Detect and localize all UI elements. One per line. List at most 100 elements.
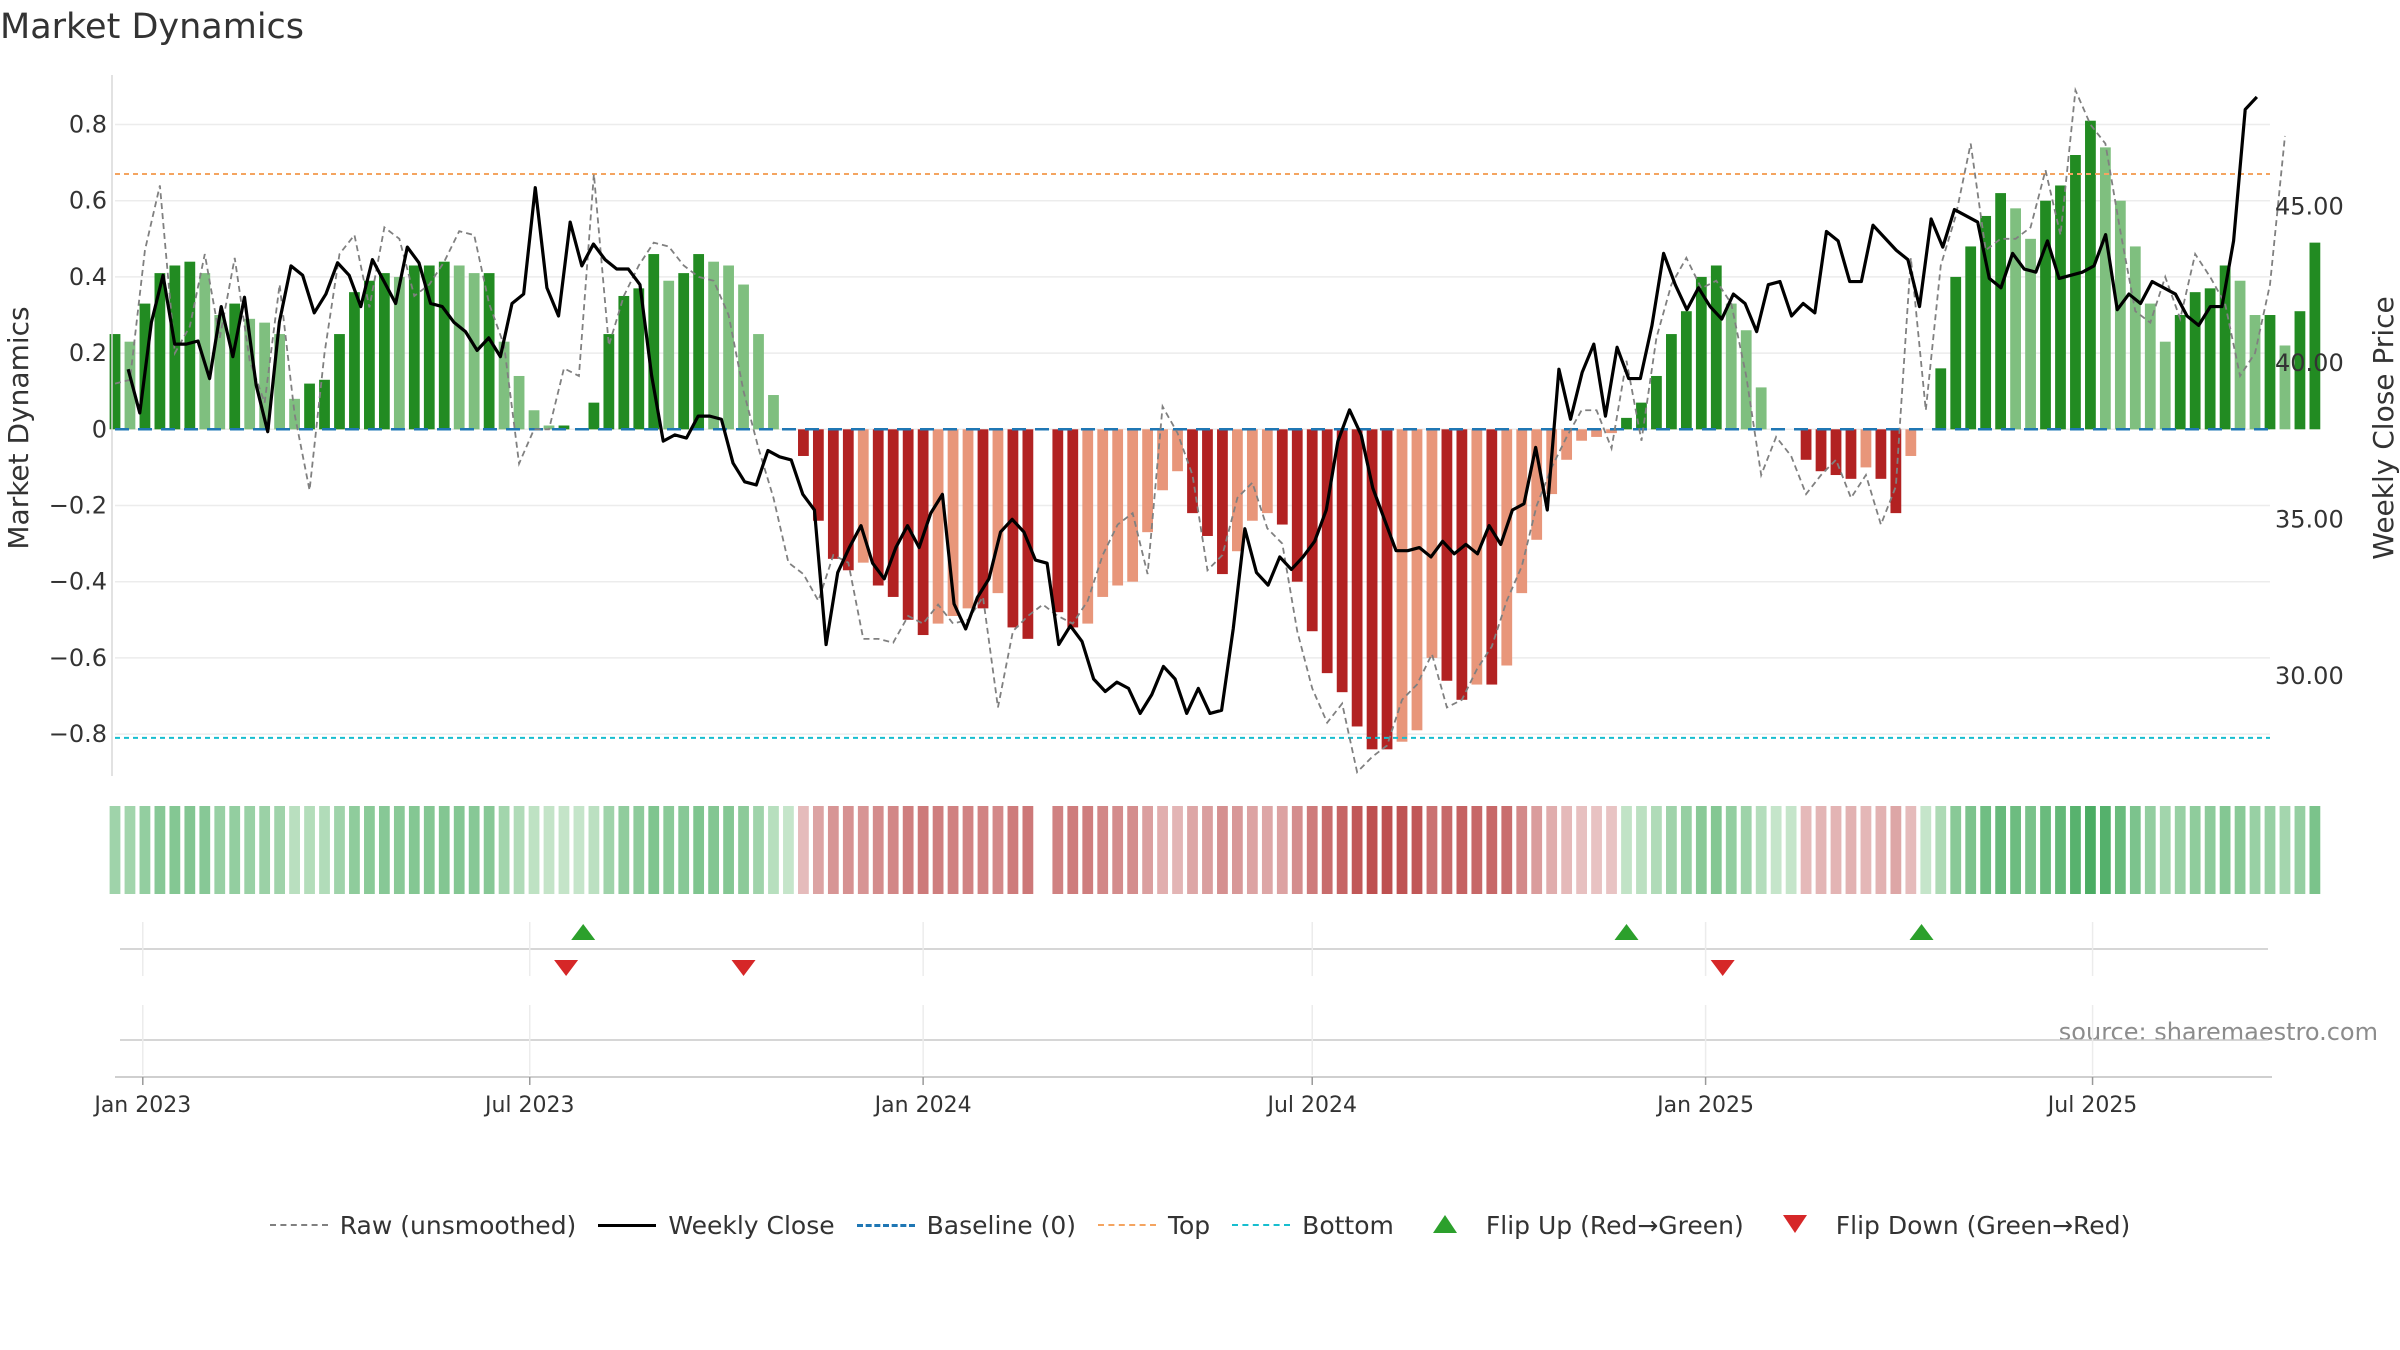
regime-cell [947,806,959,894]
regime-cell [1202,806,1213,894]
regime-cell [1306,806,1318,894]
dynamics-bar [289,398,300,430]
dynamics-bar [334,334,345,430]
regime-cell [1875,806,1887,894]
dynamics-bar [214,315,226,430]
regime-cell [1291,806,1303,894]
dynamics-bar [2114,200,2126,430]
dynamics-bar [2099,147,2111,430]
axes: −0.8 −0.6 −0.4 −0.2 0 0.2 0.4 0.6 0.8 30.00 35.00 4… [49,75,2344,776]
regime-strip [109,806,2321,894]
flip-up-marker [1909,924,1934,940]
regime-cell [289,806,300,894]
regime-cell [2249,806,2261,894]
x-tick-label: Jul 2024 [1265,1093,1357,1118]
dynamics-bar [319,379,330,430]
regime-cell [1052,806,1064,894]
dynamics-bar [992,429,1004,594]
regime-cell [2144,806,2156,894]
dynamics-bar [708,261,719,430]
dynamics-bar [124,341,136,430]
dynamics-bar [2249,315,2261,430]
dynamics-bar [513,375,525,430]
regime-cell [723,806,734,894]
regime-cell [1426,806,1438,894]
dynamics-bar [872,429,884,586]
regime-cell [1725,806,1737,894]
regime-cell [1606,806,1617,894]
regime-cell [1471,806,1483,894]
regime-cell [962,806,974,894]
y2-axis-label: Weekly Close Price [2367,296,2400,559]
regime-cell [543,806,555,894]
dynamics-bar [1471,429,1483,685]
regime-cell [259,806,271,894]
regime-cell [1830,806,1842,894]
dynamics-bar [2159,341,2171,430]
regime-cell [513,806,525,894]
regime-cell [1321,806,1333,894]
flip-markers-panel [120,922,2268,1075]
regime-cell [1097,806,1109,894]
chart-title: Market Dynamics [0,7,304,47]
regime-cell [1710,806,1722,894]
x-tick-label: Jul 2025 [2046,1093,2138,1118]
dynamics-bar [2294,311,2306,430]
regime-cell [1845,806,1857,894]
regime-cell [1217,806,1228,894]
dynamics-bar [977,429,989,609]
regime-cell [244,806,256,894]
regime-cell [738,806,749,894]
dynamics-bar [2070,155,2081,430]
dynamics-bar [1501,429,1513,666]
regime-cell [214,806,226,894]
regime-cell [438,806,450,894]
regime-cell [872,806,884,894]
legend-item-raw: Raw (unsmoothed) [269,1211,576,1240]
dynamics-bar [1965,246,1977,430]
legend-swatch [1232,1215,1291,1235]
dynamics-bar [947,429,959,616]
regime-cell [2114,806,2126,894]
legend-line [1232,1224,1291,1226]
x-tick-label: Jan 2025 [1655,1093,1754,1118]
regime-cell [199,806,211,894]
dynamics-bar [2219,265,2231,430]
dynamics-bar [2010,208,2021,430]
regime-cell [109,806,121,894]
regime-cell [483,806,495,894]
legend-swatch [1416,1215,1474,1235]
legend-item-flip-down: Flip Down (Green→Red) [1766,1210,2131,1240]
regime-cell [693,806,705,894]
regime-cell [1067,806,1079,894]
legend-label: Top [1167,1210,1211,1240]
dynamics-bar [2085,120,2096,430]
dynamics-bar [1875,429,1887,479]
dynamics-bar [528,410,540,430]
dynamics-bar [1561,429,1573,460]
regime-cell [1680,806,1692,894]
y2-tick-label: 35.00 [2275,505,2344,533]
regime-cell [1651,806,1662,894]
regime-cell [423,806,435,894]
dynamics-bar [842,429,854,571]
x-tick-label: Jan 2024 [873,1093,972,1118]
dynamics-bar [633,288,645,430]
legend-label: Flip Down (Green→Red) [1835,1210,2131,1240]
y2-tick-label: 30.00 [2275,662,2344,690]
dynamics-bar [1381,429,1393,750]
regime-cell [334,806,345,894]
legend-item-close: Weekly Close [598,1211,835,1240]
dynamics-bar [2129,246,2141,430]
legend-item-baseline: Baseline (0) [856,1211,1076,1240]
dynamics-bars [109,120,2321,750]
regime-cell [229,806,241,894]
dynamics-bar [1666,334,1677,430]
legend-line [269,1224,328,1226]
regime-cell [1561,806,1573,894]
y-tick-label: −0.8 [49,720,107,748]
dynamics-bar [1276,429,1288,525]
flip-down-marker [731,960,756,976]
regime-cell [633,806,645,894]
